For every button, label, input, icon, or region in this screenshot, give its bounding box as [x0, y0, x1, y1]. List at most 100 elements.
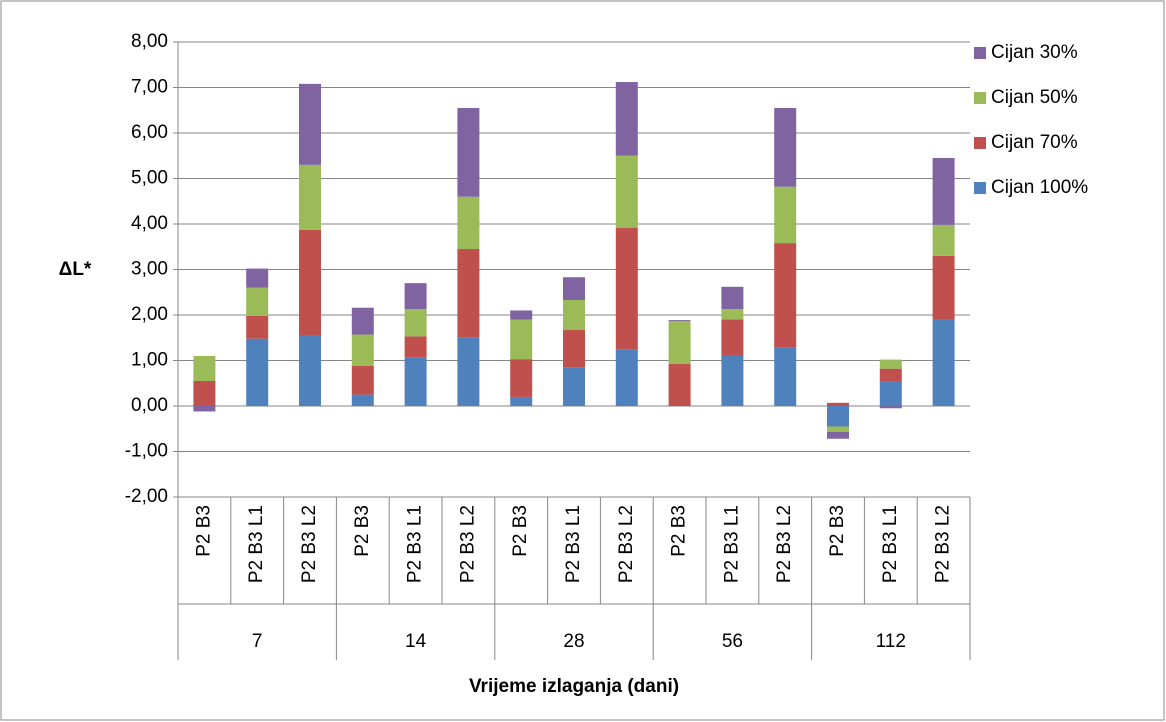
y-tick-label: 7,00	[131, 77, 168, 98]
bar-segment	[774, 347, 797, 406]
y-tick-label: 4,00	[131, 213, 168, 234]
bar-segment	[615, 155, 638, 228]
bar-segment	[827, 406, 849, 427]
legend-label: Cijan 100%	[991, 177, 1088, 198]
bar-segment	[246, 338, 269, 406]
x-tick-label: P2 B3 L2	[616, 505, 637, 583]
bar-segment	[879, 406, 902, 409]
x-tick-label: P2 B3 L1	[563, 505, 584, 583]
bar-segment	[615, 227, 638, 350]
bar-segment	[721, 309, 744, 320]
bar-segment	[721, 355, 744, 406]
bar-segment	[668, 363, 691, 406]
x-tick-label: P2 B3	[669, 505, 690, 557]
bar-segment	[193, 380, 216, 406]
bar-segment	[615, 82, 638, 156]
x-tick-label: P2 B3 L1	[880, 505, 901, 583]
y-tick-label: 5,00	[131, 168, 168, 189]
bar-segment	[457, 337, 480, 406]
bar-segment	[404, 336, 427, 358]
bar-segment	[932, 319, 955, 406]
bar-segment	[246, 287, 269, 316]
bar-segment	[827, 426, 849, 432]
x-tick-label: P2 B3 L2	[933, 505, 954, 583]
bar-segment	[457, 249, 480, 338]
bar-segment	[668, 320, 691, 364]
bar-segment	[351, 307, 374, 335]
x-axis-label: Vrijeme izlaganja (dani)	[469, 676, 679, 697]
x-tick-label: P2 B3 L2	[774, 505, 795, 583]
bar-segment	[510, 319, 533, 360]
x-tick-label: P2 B3 L1	[405, 505, 426, 583]
bar-segment	[774, 107, 797, 187]
bar-segment	[668, 320, 691, 321]
y-axis-label: ΔL*	[59, 259, 92, 280]
bar-segment	[563, 367, 585, 406]
bar-segment	[932, 255, 955, 320]
bar-segment	[404, 309, 427, 337]
bar-segment	[299, 335, 321, 406]
x-tick-label: P2 B3	[510, 505, 531, 557]
x-tick-label: P2 B3	[352, 505, 373, 557]
legend-swatch	[974, 137, 986, 149]
bar-segment	[510, 310, 533, 320]
bar-segment	[774, 186, 797, 244]
bar-segment	[404, 357, 427, 406]
bar-segment	[299, 229, 321, 336]
bar-segment	[932, 224, 955, 256]
y-tick-label: 6,00	[131, 122, 168, 143]
bar-segment	[563, 299, 585, 331]
bar-segment	[246, 315, 269, 339]
x-tick-label: P2 B3 L1	[246, 505, 267, 583]
bar-segment	[351, 394, 374, 406]
y-tick-label: 3,00	[131, 259, 168, 280]
bar-segment	[774, 243, 797, 348]
y-tick-label: 2,00	[131, 304, 168, 325]
bar-segment	[563, 330, 585, 368]
legend-label: Cijan 30%	[991, 42, 1078, 63]
y-tick-label: -1,00	[125, 441, 168, 462]
legend-label: Cijan 70%	[991, 132, 1078, 153]
x-tick-label: P2 B3	[827, 505, 848, 557]
bar-segment	[721, 319, 744, 356]
bar-segment	[510, 359, 533, 397]
group-label: 112	[876, 631, 906, 652]
legend-swatch	[974, 47, 986, 59]
legend-swatch	[974, 182, 986, 194]
bar-segment	[879, 368, 902, 382]
bar-segment	[827, 431, 849, 439]
y-tick-label: 8,00	[131, 31, 168, 52]
bar-segment	[404, 283, 427, 310]
bar-segment	[879, 359, 902, 369]
legend-label: Cijan 50%	[991, 87, 1078, 108]
x-tick-label: P2 B3	[193, 505, 214, 557]
bar-segment	[193, 406, 216, 412]
bar-segment	[299, 164, 321, 230]
bar-segment	[721, 286, 744, 310]
bar-segment	[193, 355, 216, 381]
bar-segment	[299, 83, 321, 165]
bar-segment	[510, 396, 533, 406]
bar-segment	[879, 381, 902, 406]
group-label: 7	[252, 631, 263, 652]
bar-segment	[563, 277, 585, 300]
group-label: 56	[722, 631, 743, 652]
x-tick-label: P2 B3 L2	[457, 505, 478, 583]
y-tick-label: 1,00	[131, 350, 168, 371]
x-tick-label: P2 B3 L1	[721, 505, 742, 583]
bar-segment	[351, 365, 374, 395]
bar-segment	[457, 196, 480, 250]
x-tick-label: P2 B3 L2	[299, 505, 320, 583]
group-label: 14	[405, 631, 427, 652]
bar-segment	[246, 268, 269, 288]
bar-segment	[457, 107, 480, 197]
group-label: 28	[563, 631, 584, 652]
bar-segment	[932, 158, 955, 225]
bar-segment	[351, 334, 374, 366]
bar-segment	[827, 402, 849, 406]
legend-swatch	[974, 92, 986, 104]
y-tick-label: -2,00	[125, 486, 168, 507]
bar-segment	[615, 349, 638, 406]
y-tick-label: 0,00	[131, 395, 168, 416]
